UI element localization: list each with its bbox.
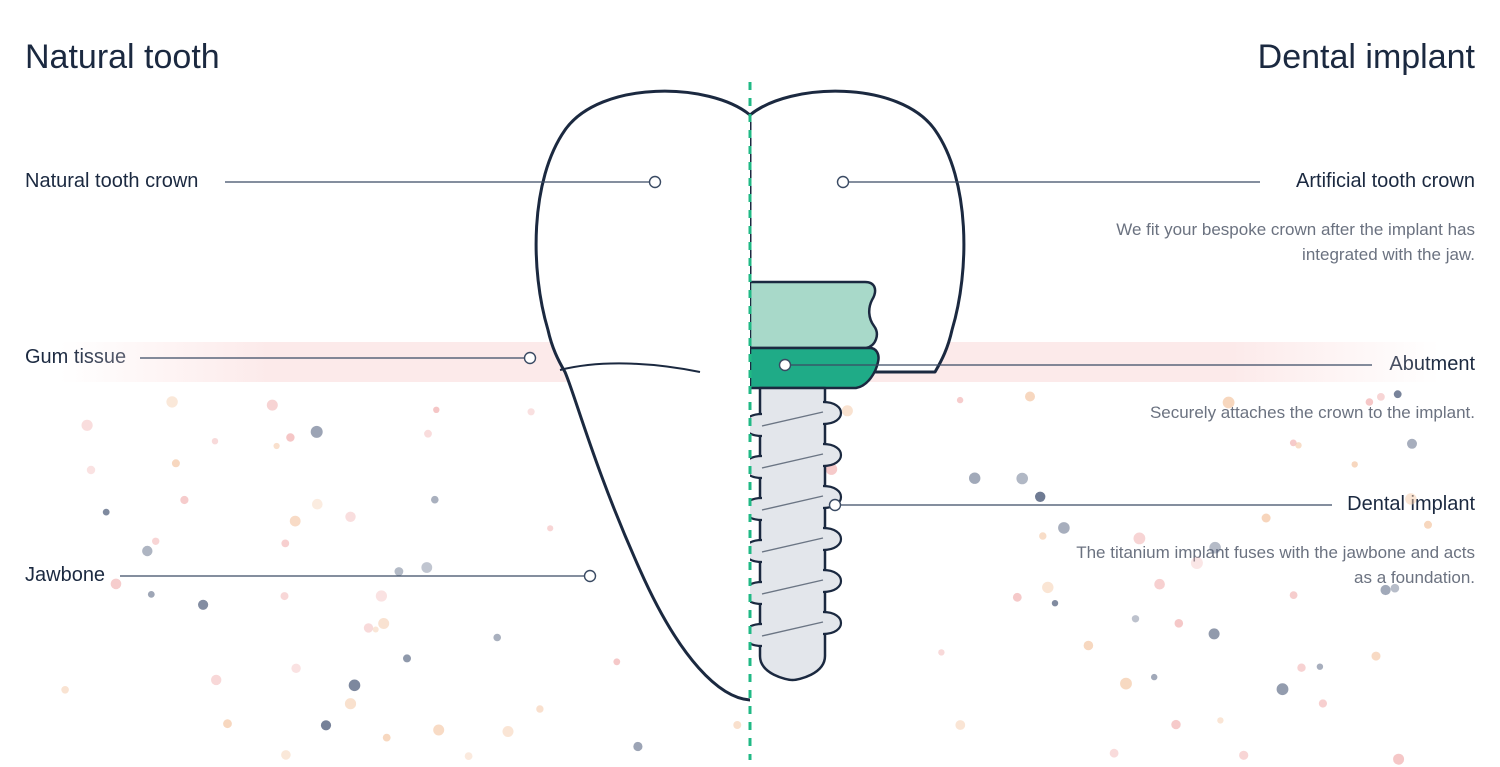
label-dental-implant: Dental implant (1347, 493, 1475, 516)
gum-band (60, 342, 1440, 382)
desc-artificial-crown: We fit your bespoke crown after the impl… (1065, 218, 1475, 267)
desc-dental-implant: The titanium implant fuses with the jawb… (1065, 541, 1475, 590)
tooth-implant-diagram (0, 0, 1500, 767)
label-natural-crown: Natural tooth crown (25, 170, 198, 193)
abutment-collar (750, 348, 879, 388)
desc-abutment: Securely attaches the crown to the impla… (1150, 401, 1475, 426)
implant-half (744, 91, 964, 680)
label-gum-tissue: Gum tissue (25, 346, 126, 369)
title-natural-tooth: Natural tooth (25, 38, 220, 77)
label-abutment: Abutment (1389, 353, 1475, 376)
implant-screw (744, 388, 841, 680)
natural-tooth-half (536, 91, 964, 700)
label-jawbone: Jawbone (25, 564, 105, 587)
title-dental-implant: Dental implant (1258, 38, 1475, 77)
label-artificial-crown: Artificial tooth crown (1296, 170, 1475, 193)
abutment-upper (750, 282, 877, 348)
